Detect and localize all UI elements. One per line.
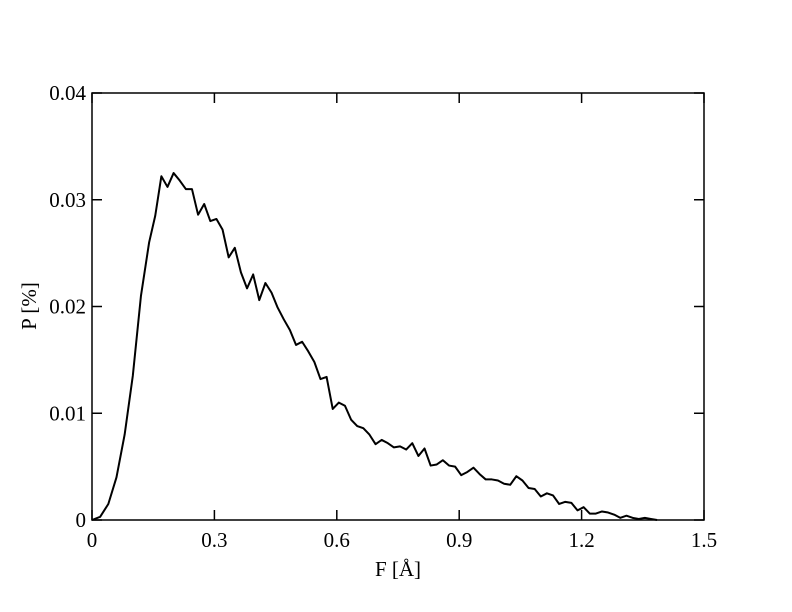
x-axis-label: F [Å] <box>375 557 421 581</box>
y-axis-label: P [%] <box>17 282 41 330</box>
x-tick-label: 1.2 <box>568 528 594 552</box>
y-tick-label: 0.03 <box>49 188 86 212</box>
data-line <box>91 172 658 521</box>
x-tick-label: 1.5 <box>691 528 717 552</box>
x-tick-label: 0 <box>87 528 98 552</box>
plot-frame <box>91 92 705 521</box>
y-tick-label: 0.02 <box>49 295 86 319</box>
x-tick-label: 0.6 <box>324 528 350 552</box>
y-tick-label: 0 <box>76 508 87 532</box>
y-tick-label: 0.01 <box>49 401 86 425</box>
x-tick-label: 0.9 <box>446 528 472 552</box>
y-tick-label: 0.04 <box>49 81 86 105</box>
x-tick-label: 0.3 <box>201 528 227 552</box>
